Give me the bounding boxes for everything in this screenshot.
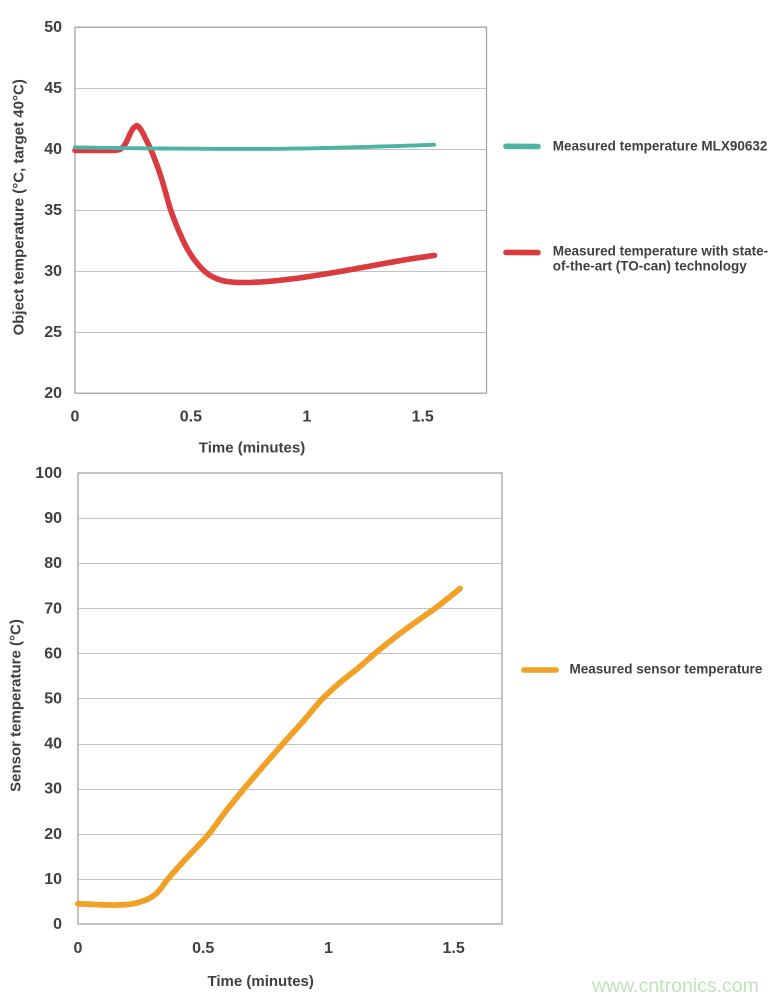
svg-text:1.5: 1.5 [442, 940, 464, 957]
svg-text:1: 1 [324, 940, 333, 957]
svg-text:0.5: 0.5 [192, 940, 214, 957]
svg-text:90: 90 [44, 510, 62, 527]
svg-text:30: 30 [44, 781, 62, 798]
svg-text:of-the-art (TO-can) technology: of-the-art (TO-can) technology [553, 258, 747, 273]
svg-text:70: 70 [44, 600, 62, 617]
svg-text:Measured temperature MLX90632: Measured temperature MLX90632 [553, 139, 768, 154]
svg-text:0.5: 0.5 [180, 408, 202, 425]
svg-text:50: 50 [44, 19, 62, 36]
svg-text:100: 100 [35, 465, 62, 482]
svg-text:Measured sensor temperature: Measured sensor temperature [570, 661, 763, 676]
svg-text:Time (minutes): Time (minutes) [207, 973, 313, 990]
svg-text:40: 40 [44, 141, 62, 158]
svg-text:10: 10 [44, 871, 62, 888]
svg-text:25: 25 [44, 324, 62, 341]
svg-text:0: 0 [74, 940, 83, 957]
svg-text:80: 80 [44, 555, 62, 572]
svg-text:www.cntronics.com: www.cntronics.com [591, 975, 759, 997]
svg-text:50: 50 [44, 691, 62, 708]
svg-text:Measured temperature with stat: Measured temperature with state- [553, 243, 768, 258]
svg-text:20: 20 [44, 385, 62, 402]
svg-text:35: 35 [44, 202, 62, 219]
svg-text:30: 30 [44, 263, 62, 280]
svg-text:60: 60 [44, 645, 62, 662]
svg-text:1: 1 [302, 408, 311, 425]
svg-text:40: 40 [44, 736, 62, 753]
svg-text:Sensor temperature (°C): Sensor temperature (°C) [8, 619, 25, 792]
svg-text:20: 20 [44, 826, 62, 843]
svg-text:1.5: 1.5 [412, 408, 434, 425]
svg-text:0: 0 [71, 408, 80, 425]
svg-text:Time (minutes): Time (minutes) [199, 439, 305, 456]
svg-text:Object temperature (°C, target: Object temperature (°C, target 40°C) [11, 79, 28, 335]
svg-text:45: 45 [44, 80, 62, 97]
svg-text:0: 0 [53, 916, 62, 933]
